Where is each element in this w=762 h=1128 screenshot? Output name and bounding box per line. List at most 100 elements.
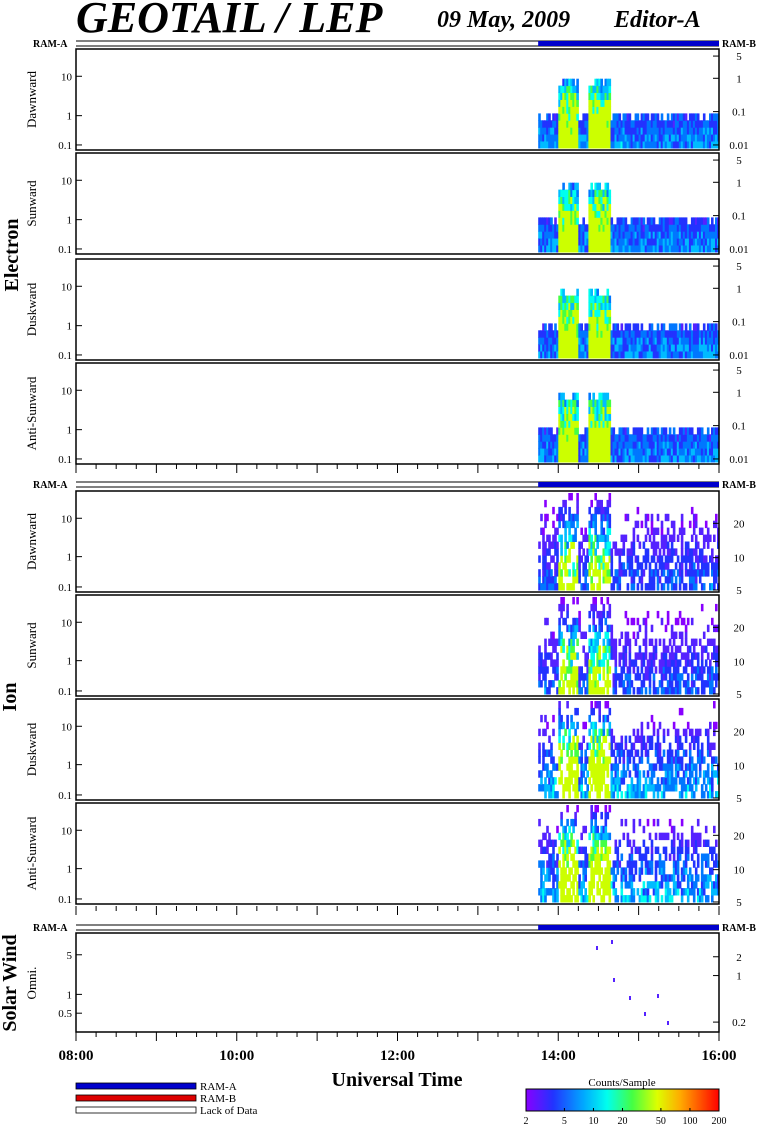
spectrogram-cell <box>602 659 606 667</box>
spectrogram-cell <box>709 680 712 688</box>
spectrogram-cell <box>576 617 579 626</box>
left-tick-label: 10 <box>61 513 73 525</box>
spectrogram-cell <box>588 113 591 121</box>
spectrogram-cell <box>594 337 597 345</box>
spectrogram-cell <box>618 638 622 646</box>
spectrogram-cell <box>706 742 710 750</box>
spectrogram-cell <box>698 330 702 338</box>
spectrogram-cell <box>610 330 614 338</box>
spectrogram-cell <box>572 520 575 529</box>
spectrogram-cell <box>622 141 626 149</box>
spectrogram-cell <box>584 562 587 570</box>
spectrogram-cell <box>576 777 579 785</box>
spectrogram-cell <box>670 351 674 359</box>
spectrogram-cell <box>574 652 577 660</box>
spectrogram-cell <box>618 784 622 792</box>
spectrogram-cell <box>538 427 541 435</box>
spectrogram-cell <box>552 534 555 542</box>
spectrogram-cell <box>692 245 696 253</box>
spectrogram-cell <box>636 846 640 854</box>
spectrogram-cell <box>598 295 601 303</box>
spectrogram-cell <box>680 141 684 149</box>
spectrogram-cell <box>694 541 698 549</box>
spectrogram-cell <box>592 742 595 750</box>
spectrogram-cell <box>548 638 551 646</box>
spectrogram-cell <box>574 106 577 114</box>
spectrogram-cell <box>652 728 656 737</box>
spectrogram-cell <box>632 231 636 239</box>
spectrogram-cell <box>678 455 682 463</box>
spectrogram-cell <box>711 673 714 681</box>
spectrogram-cell <box>680 617 684 626</box>
spectrogram-cell <box>560 881 563 889</box>
spectrogram-cell <box>598 728 601 737</box>
spectrogram-cell <box>702 583 706 591</box>
spectrogram-cell <box>580 666 583 674</box>
spectrogram-cell <box>566 217 569 225</box>
spectrogram-cell <box>566 448 569 456</box>
spectrogram-cell <box>604 853 608 861</box>
spectrogram-cell <box>650 141 654 149</box>
spectrogram-cell <box>688 113 692 121</box>
spectrogram-cell <box>590 210 593 218</box>
spectrogram-cell <box>658 217 662 225</box>
spectrogram-cell <box>560 756 563 764</box>
spectrogram-cell <box>566 120 569 128</box>
spectrogram-cell <box>652 448 656 456</box>
spectrogram-cell <box>690 576 694 584</box>
spectrogram-cell <box>578 562 581 570</box>
spectrogram-cell <box>592 203 595 211</box>
spectrogram-cell <box>594 295 597 303</box>
spectrogram-cell <box>715 134 718 142</box>
spectrogram-cell <box>552 680 555 688</box>
spectrogram-cell <box>634 555 638 563</box>
spectrogram-cell <box>678 330 682 338</box>
spectrogram-cell <box>550 583 553 591</box>
spectrogram-cell <box>598 555 601 563</box>
spectrogram-cell <box>596 106 599 114</box>
spectrogram-cell <box>564 330 567 338</box>
spectrogram-cell <box>594 316 597 324</box>
spectrogram-cell <box>576 499 579 508</box>
spectrogram-cell <box>580 120 583 128</box>
spectrogram-cell <box>588 881 591 889</box>
spectrogram-cell <box>620 818 624 827</box>
spectrogram-cell <box>608 434 612 442</box>
spectrogram-cell <box>696 874 700 882</box>
spectrogram-cell <box>678 134 682 142</box>
legend-swatch-1 <box>75 1094 197 1102</box>
spectrogram-cell <box>616 673 620 681</box>
spectrogram-cell <box>558 534 561 542</box>
spectrogram-cell <box>594 217 597 225</box>
spectrogram-cell <box>711 217 714 225</box>
spectrogram-cell <box>676 617 680 626</box>
spectrogram-cell <box>634 217 638 225</box>
spectrogram-cell <box>646 455 650 463</box>
spectrogram-cell <box>706 127 710 135</box>
spectrogram-cell <box>706 217 710 225</box>
spectrogram-cell <box>562 427 565 435</box>
spectrogram-cell <box>558 420 561 428</box>
spectrogram-cell <box>552 881 555 889</box>
spectrogram-cell <box>680 520 684 529</box>
spectrogram-cell <box>608 448 612 456</box>
spectrogram-cell <box>632 541 636 549</box>
spectrogram-cell <box>574 867 577 875</box>
spectrogram-cell <box>715 427 718 435</box>
spectrogram-cell <box>606 302 610 310</box>
spectrogram-cell <box>690 330 694 338</box>
spectrogram-cell <box>604 548 608 556</box>
spectrogram-cell <box>602 749 606 757</box>
spectrogram-cell <box>704 874 708 882</box>
spectrogram-cell <box>698 427 702 435</box>
spectrogram-cell <box>706 874 710 882</box>
spectrogram-cell <box>542 427 545 435</box>
spectrogram-cell <box>672 224 676 232</box>
spectrogram-cell <box>586 238 589 246</box>
panel-border <box>75 48 720 151</box>
spectrogram-cell <box>616 224 620 232</box>
spectrogram-cell <box>544 562 547 570</box>
spectrogram-cell <box>686 874 690 882</box>
spectrogram-cell <box>646 749 650 757</box>
spectrogram-cell <box>588 330 591 338</box>
